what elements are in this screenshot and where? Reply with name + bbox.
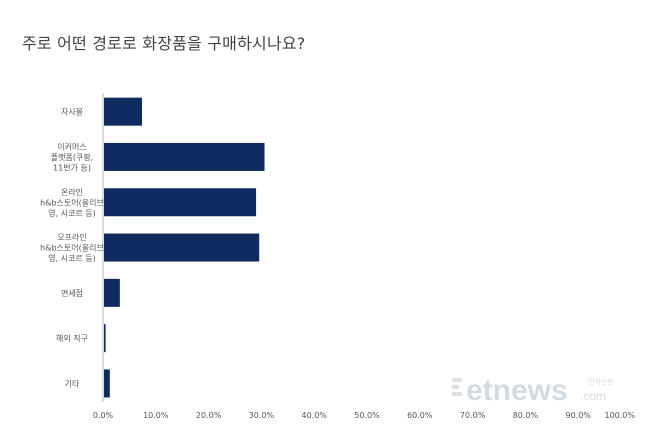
x-tick-labels: 0.0% 10.0% 20.0% 30.0% 40.0% 50.0% 60.0% 70.0% 8… — [93, 411, 636, 420]
x-tick-label: 100.0% — [604, 411, 635, 420]
bar — [104, 369, 110, 398]
watermark-tagline: 전자신문 — [588, 377, 614, 386]
x-tick-label: 20.0% — [196, 411, 222, 420]
category-label: 기타 — [65, 379, 80, 388]
watermark-suffix: .com — [580, 389, 606, 403]
etnews-watermark: etnews .com 전자신문 — [452, 374, 614, 407]
bar — [104, 278, 120, 307]
bar — [104, 97, 143, 126]
x-tick-label: 50.0% — [354, 411, 380, 420]
bars-layer — [104, 97, 265, 398]
category-label: 해외 직구 — [56, 333, 88, 343]
etnews-logo-icon — [452, 378, 462, 396]
x-tick-label: 70.0% — [460, 411, 486, 420]
bar — [104, 324, 106, 353]
watermark-text: etnews — [466, 374, 568, 407]
bar — [104, 142, 265, 171]
x-tick-label: 40.0% — [301, 411, 327, 420]
category-label: 자사몰 — [61, 108, 83, 117]
bar — [104, 188, 257, 217]
category-label: 이커머스 플랫폼(쿠팡, 11번가 등) — [51, 141, 93, 172]
x-tick-label: 0.0% — [93, 411, 114, 420]
category-label: 오프라인 h&b스토어(올리브 영, 시코르 등) — [40, 232, 104, 263]
x-tick-label: 60.0% — [407, 411, 433, 420]
bar — [104, 233, 260, 262]
category-label: 온라인 h&b스토어(올리브 영, 시코르 등) — [40, 187, 104, 218]
x-tick-label: 30.0% — [249, 411, 275, 420]
x-tick-label: 80.0% — [513, 411, 539, 420]
x-tick-label: 10.0% — [143, 411, 169, 420]
x-tick-label: 90.0% — [565, 411, 591, 420]
category-label: 면세점 — [61, 288, 83, 298]
chart-title: 주로 어떤 경로로 화장품을 구매하시나요? — [22, 34, 306, 53]
